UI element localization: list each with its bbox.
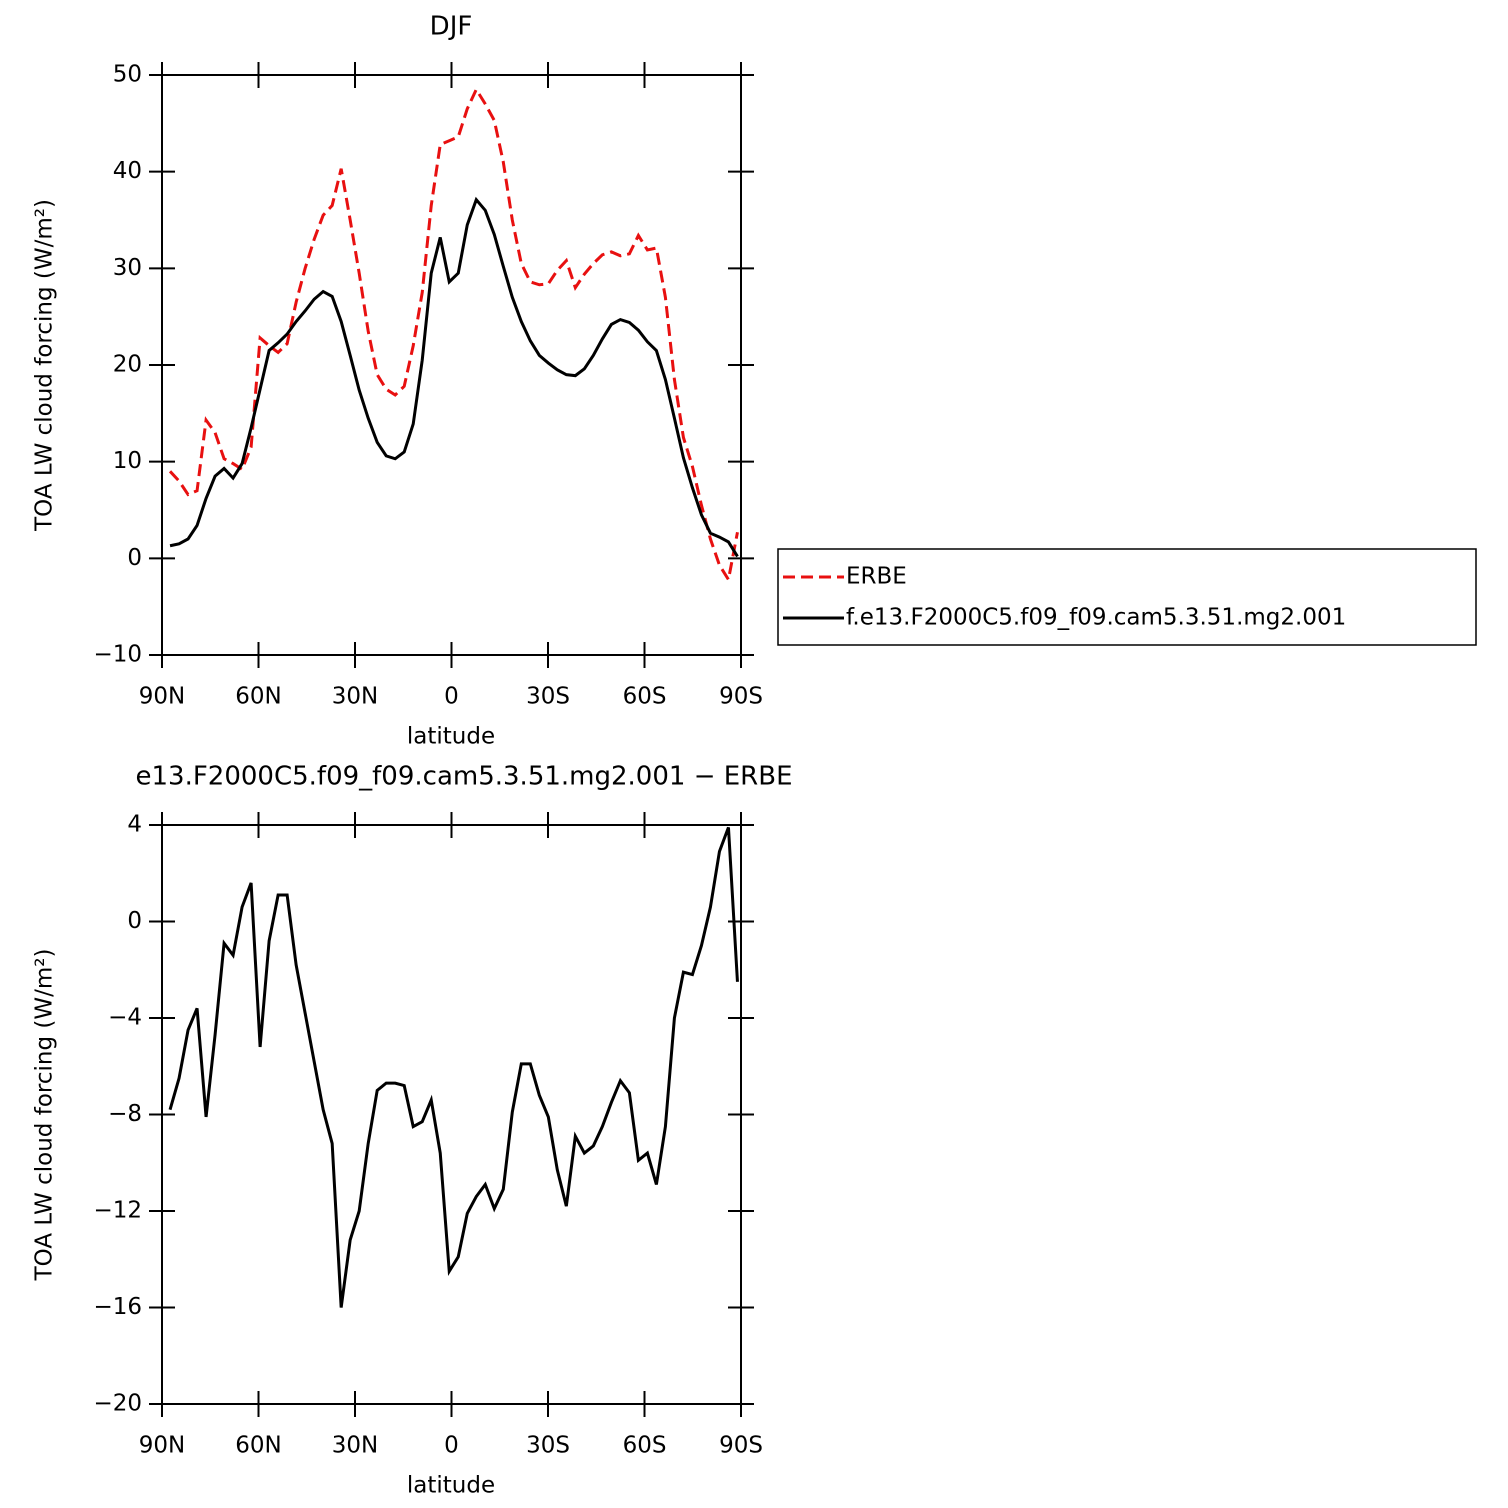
plot-frame bbox=[161, 74, 742, 656]
x-axis-label: latitude bbox=[407, 724, 495, 750]
y-tick-label: 30 bbox=[113, 255, 142, 281]
legend-label: ERBE bbox=[846, 564, 907, 590]
x-tick-label: 30S bbox=[526, 684, 570, 710]
y-tick-label: −4 bbox=[108, 1005, 142, 1031]
x-tick-label: 60S bbox=[623, 1433, 667, 1459]
y-tick-label: −20 bbox=[93, 1391, 142, 1417]
x-tick-label: 60S bbox=[623, 684, 667, 710]
y-tick-label: −8 bbox=[108, 1101, 142, 1127]
y-tick-label: −16 bbox=[93, 1294, 142, 1320]
y-tick-label: 50 bbox=[113, 62, 142, 88]
y-axis-label: TOA LW cloud forcing (W/m²) bbox=[32, 199, 58, 532]
x-tick-label: 90S bbox=[719, 684, 763, 710]
x-tick-label: 60N bbox=[235, 1433, 281, 1459]
y-tick-label: 4 bbox=[127, 812, 142, 838]
x-tick-label: 30N bbox=[332, 1433, 378, 1459]
x-tick-label: 90N bbox=[139, 684, 185, 710]
y-tick-label: 0 bbox=[127, 908, 142, 934]
y-tick-label: 40 bbox=[113, 158, 142, 184]
legend-box bbox=[777, 548, 1477, 646]
x-tick-label: 90S bbox=[719, 1433, 763, 1459]
y-tick-label: 0 bbox=[127, 545, 142, 571]
y-tick-label: −12 bbox=[93, 1198, 142, 1224]
y-tick-label: 10 bbox=[113, 448, 142, 474]
data-line bbox=[169, 196, 739, 558]
x-tick-label: 0 bbox=[444, 684, 459, 710]
y-tick-label: 20 bbox=[113, 352, 142, 378]
data-line bbox=[168, 826, 739, 1308]
x-tick-label: 90N bbox=[139, 1433, 185, 1459]
chart-title: e13.F2000C5.f09_f09.cam5.3.51.mg2.001 − … bbox=[135, 762, 792, 792]
y-tick-label: −10 bbox=[93, 642, 142, 668]
x-tick-label: 30N bbox=[332, 684, 378, 710]
chart-title: DJF bbox=[430, 12, 473, 42]
y-axis-label: TOA LW cloud forcing (W/m²) bbox=[32, 949, 58, 1282]
x-tick-label: 0 bbox=[444, 1433, 459, 1459]
legend-label: f.e13.F2000C5.f09_f09.cam5.3.51.mg2.001 bbox=[846, 605, 1346, 631]
data-line bbox=[168, 86, 739, 584]
x-axis-label: latitude bbox=[407, 1473, 495, 1499]
plot-frame bbox=[161, 824, 742, 1405]
x-tick-label: 60N bbox=[235, 684, 281, 710]
x-tick-label: 30S bbox=[526, 1433, 570, 1459]
